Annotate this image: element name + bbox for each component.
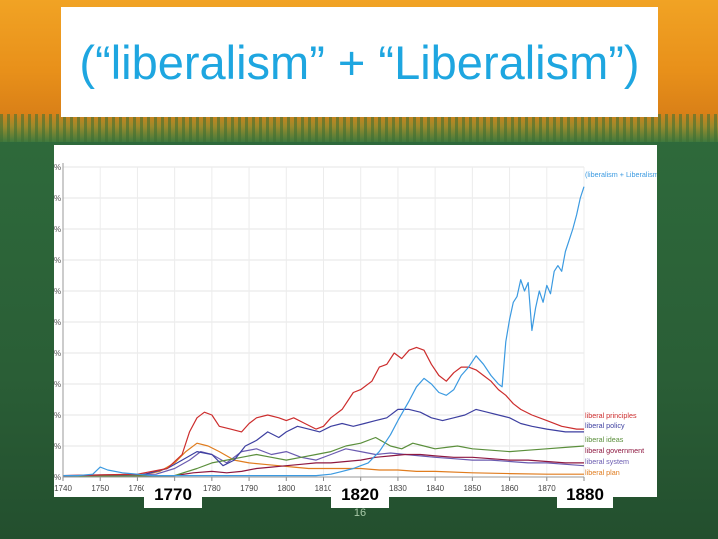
series-line-liberal-plan [62,442,584,477]
series-line-liberalism-liberalism [63,186,585,477]
series-layer [62,186,585,477]
y-tick-label: % [54,318,61,327]
series-label-layer: (liberalism + Liberalism) liberal princip… [585,170,661,477]
x-tick-label: 1790 [240,484,258,493]
series-line-liberal-policy [62,408,584,477]
chart-panel: %%%%%%%%%%%17401750176017701780179018001… [54,145,661,497]
year-callout-1770: 1770 [144,482,202,508]
x-tick-label: 1800 [277,484,295,493]
year-callout-1820: 1820 [331,482,389,508]
y-tick-label: % [54,194,61,203]
line-chart: %%%%%%%%%%%17401750176017701780179018001… [54,163,661,493]
axis-layer: %%%%%%%%%%%17401750176017701780179018001… [54,163,593,493]
series-label-liberalism-liberalism: (liberalism + Liberalism) [585,170,657,179]
title-box: (“liberalism” + “Liberalism”) [61,7,658,117]
series-label-liberal-ideas: liberal ideas [585,435,624,444]
series-label-liberal-principles: liberal principles [585,411,637,420]
slide-background-edge [0,114,718,142]
y-tick-label: % [54,225,61,234]
x-tick-label: 1830 [389,484,407,493]
page-number: 16 [353,507,367,519]
series-label-liberal-government: liberal government [585,446,644,455]
y-tick-label: % [54,473,61,482]
series-line-liberal-government [62,453,584,477]
year-callout-1880: 1880 [557,482,613,508]
x-tick-label: 1780 [203,484,221,493]
y-tick-label: % [54,411,61,420]
x-tick-label: 1850 [463,484,481,493]
x-tick-label: 1870 [538,484,556,493]
x-tick-label: 1840 [426,484,444,493]
x-tick-label: 1750 [91,484,109,493]
y-tick-label: % [54,287,61,296]
series-label-liberal-plan: liberal plan [585,468,620,477]
series-line-liberal-ideas [62,436,585,477]
slide-title: (“liberalism” + “Liberalism”) [79,36,640,89]
series-line-liberal-principles [62,346,584,477]
x-tick-label: 1740 [54,484,72,493]
y-tick-label: % [54,380,61,389]
y-tick-label: % [54,163,61,172]
x-tick-label: 1810 [315,484,333,493]
x-tick-label: 1860 [501,484,519,493]
series-label-liberal-system: liberal system [585,457,629,466]
y-tick-label: % [54,349,61,358]
series-label-liberal-policy: liberal policy [585,421,625,430]
y-tick-label: % [54,442,61,451]
x-tick-label: 1760 [129,484,147,493]
y-tick-label: % [54,256,61,265]
